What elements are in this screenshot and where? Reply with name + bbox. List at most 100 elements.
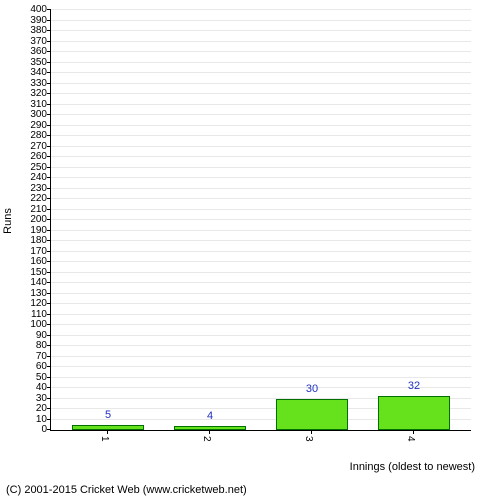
grid-line [51,303,471,304]
grid-line [51,125,471,126]
y-tick-mark [47,209,51,210]
y-tick-label: 390 [17,16,47,26]
y-tick-mark [47,251,51,252]
y-tick-label: 20 [17,404,47,414]
grid-line [51,51,471,52]
grid-line [51,30,471,31]
y-tick-label: 290 [17,121,47,131]
y-tick-mark [47,429,51,430]
y-tick-mark [47,366,51,367]
bar-value-label: 5 [105,409,111,421]
x-tick-label: 2 [201,436,212,442]
y-tick-mark [47,387,51,388]
y-tick-mark [47,345,51,346]
grid-line [51,93,471,94]
grid-line [51,135,471,136]
y-tick-mark [47,177,51,178]
y-tick-mark [47,114,51,115]
y-tick-label: 240 [17,173,47,183]
y-tick-mark [47,377,51,378]
y-tick-mark [47,83,51,84]
y-tick-label: 50 [17,373,47,383]
grid-line [51,41,471,42]
grid-line [51,188,471,189]
plot-area: 543032 [50,10,471,431]
grid-line [51,324,471,325]
grid-line [51,377,471,378]
y-tick-label: 110 [17,310,47,320]
y-tick-mark [47,72,51,73]
y-tick-label: 140 [17,278,47,288]
y-axis-label: Runs [2,208,14,234]
y-tick-mark [47,156,51,157]
grid-line [51,9,471,10]
y-tick-label: 270 [17,142,47,152]
y-tick-mark [47,198,51,199]
y-tick-mark [47,324,51,325]
y-tick-mark [47,261,51,262]
x-tick-label: 1 [99,436,110,442]
grid-line [51,335,471,336]
grid-line [51,314,471,315]
y-tick-label: 130 [17,289,47,299]
grid-line [51,156,471,157]
grid-line [51,104,471,105]
grid-line [51,177,471,178]
y-tick-label: 150 [17,268,47,278]
grid-line [51,240,471,241]
bar [276,399,348,431]
y-tick-label: 40 [17,383,47,393]
y-tick-mark [47,125,51,126]
y-tick-mark [47,303,51,304]
grid-line [51,219,471,220]
y-tick-label: 220 [17,194,47,204]
y-tick-label: 180 [17,236,47,246]
y-tick-label: 80 [17,341,47,351]
y-tick-mark [47,293,51,294]
y-tick-mark [47,93,51,94]
grid-line [51,230,471,231]
y-tick-mark [47,314,51,315]
y-tick-mark [47,398,51,399]
grid-line [51,356,471,357]
y-tick-label: 0 [17,425,47,435]
bar-value-label: 32 [408,380,420,392]
y-tick-label: 120 [17,299,47,309]
y-tick-label: 160 [17,257,47,267]
y-tick-label: 370 [17,37,47,47]
y-tick-mark [47,335,51,336]
grid-line [51,62,471,63]
x-axis-label: Innings (oldest to newest) [350,461,475,473]
x-tick-mark [209,430,210,434]
y-tick-mark [47,219,51,220]
x-tick-label: 4 [405,436,416,442]
y-tick-label: 190 [17,226,47,236]
x-tick-mark [413,430,414,434]
y-tick-label: 90 [17,331,47,341]
y-tick-mark [47,104,51,105]
y-tick-mark [47,188,51,189]
y-tick-label: 230 [17,184,47,194]
grid-line [51,146,471,147]
y-tick-label: 350 [17,58,47,68]
grid-line [51,366,471,367]
y-tick-label: 70 [17,352,47,362]
y-tick-label: 60 [17,362,47,372]
bar [174,426,246,430]
grid-line [51,20,471,21]
y-tick-label: 100 [17,320,47,330]
bar [378,396,450,430]
y-tick-mark [47,135,51,136]
y-tick-label: 320 [17,89,47,99]
y-tick-mark [47,41,51,42]
grid-line [51,209,471,210]
y-tick-label: 250 [17,163,47,173]
y-tick-mark [47,408,51,409]
y-tick-mark [47,240,51,241]
chart-container: 543032 Runs Innings (oldest to newest) (… [0,0,500,500]
y-tick-mark [47,146,51,147]
bar [72,425,144,430]
copyright-text: (C) 2001-2015 Cricket Web (www.cricketwe… [6,484,247,496]
y-tick-mark [47,20,51,21]
y-tick-mark [47,282,51,283]
